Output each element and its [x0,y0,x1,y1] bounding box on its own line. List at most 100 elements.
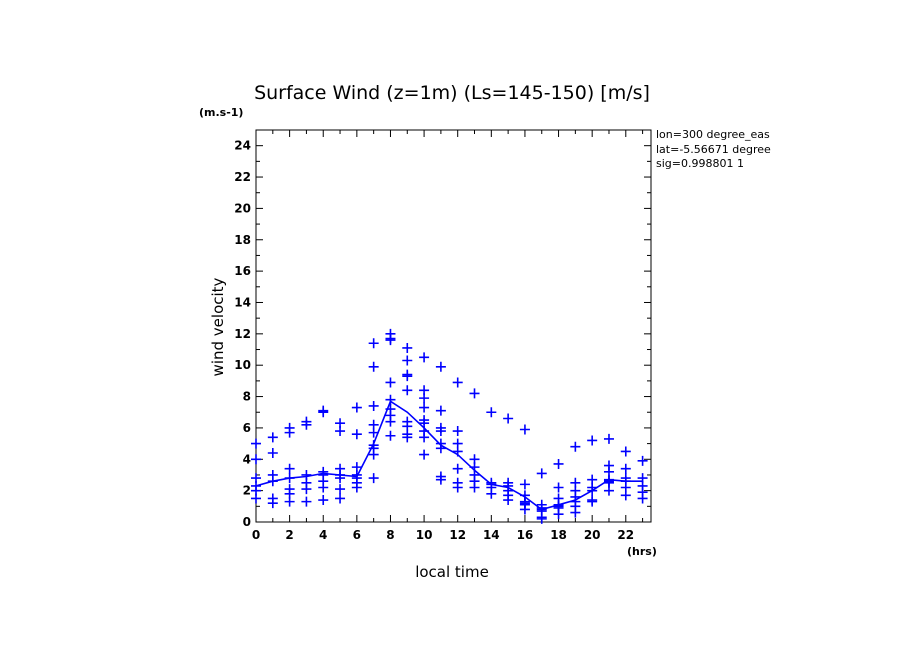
scatter-plus-point [553,482,564,493]
x-tick-label: 22 [617,528,634,542]
scatter-plus-point [486,488,497,499]
y-tick-label: 16 [234,264,251,278]
scatter-plus-point [486,407,497,418]
scatter-plus-point [503,413,514,424]
scatter-plus-point [351,482,362,493]
scatter-plus-point [385,430,396,441]
scatter-plus-point [570,507,581,518]
scatter-plus-point [335,493,346,504]
scatter-plus-point [587,496,598,507]
y-tick-label: 0 [243,515,251,529]
scatter-plus-point [368,338,379,349]
y-unit-label: (m.s-1) [199,106,243,119]
scatter-plus-point [536,513,547,524]
scatter-plus-point [402,385,413,396]
y-axis-label: wind velocity [209,277,227,376]
scatter-plus-point [318,407,329,418]
scatter-plus-point [603,485,614,496]
scatter-plus-point [368,427,379,438]
scatter-plus-point [553,458,564,469]
scatter-plus-point [587,435,598,446]
scatter-plus-point [251,454,261,465]
scatter-plus-point [419,449,430,460]
scatter-plus-point [452,426,463,437]
scatter-plus-point [469,482,480,493]
scatter-plus-point [284,473,295,484]
scatter-plus-point [335,426,346,437]
x-tick-label: 18 [550,528,567,542]
scatter-plus-point [519,479,530,490]
scatter-plus-point [335,473,346,484]
scatter-plus-point [452,482,463,493]
scatter-plus-point [301,484,312,495]
scatter-plus-point [620,446,631,457]
scatter-plus-point [503,495,514,506]
scatter-plus-point [637,455,648,466]
scatter-plus-point [587,485,598,496]
scatter-plus-point [402,342,413,353]
scatter-plus-point [452,377,463,388]
scatter-plus-point [385,335,396,346]
scatter-plus-point [318,495,329,506]
y-tick-label: 14 [234,295,251,309]
scatter-plus-point [368,361,379,372]
scatter-plus-point [452,446,463,457]
scatter-plus-point [620,490,631,501]
axis-ticks [255,129,651,523]
x-tick-label: 20 [584,528,601,542]
scatter-plus-point [570,441,581,452]
scatter-plus-point [435,405,446,416]
info-line-sig: sig=0.998801 1 [656,157,744,170]
scatter-plus-point [620,463,631,474]
x-unit-label: (hrs) [627,545,657,558]
info-line-lon: lon=300 degree_eas [656,128,770,141]
scatter-plus-point [419,432,430,443]
scatter-plus-point [637,493,648,504]
scatter-plus-point [385,377,396,388]
scatter-plus-point [368,449,379,460]
chart-title: Surface Wind (z=1m) (Ls=145-150) [m/s] [254,82,650,104]
y-tick-label: 22 [234,170,251,184]
x-tick-label: 4 [319,528,327,542]
y-tick-label: 2 [243,484,251,498]
plot-frame [255,129,652,523]
scatter-plus-point [402,371,413,382]
scatter-plus-point [419,352,430,363]
x-tick-label: 0 [252,528,260,542]
y-tick-label: 20 [234,201,251,215]
scatter-plus-point [368,473,379,484]
scatter-plus-point [469,388,480,399]
scatter-plus-point [284,463,295,474]
scatter-plus-point [402,432,413,443]
scatter-plus-point [435,474,446,485]
scatter-plus-point [435,443,446,454]
x-tick-label: 2 [285,528,293,542]
scatter-plus-point [251,493,261,504]
x-tick-label: 14 [483,528,500,542]
info-line-lat: lat=-5.56671 degree [656,143,771,156]
scatter-plus-point [351,402,362,413]
scatter-plus-point [519,504,530,515]
scatter-plus-point [419,393,430,404]
mean-wind-line [255,400,643,511]
y-tick-label: 4 [243,452,251,466]
x-tick-label: 10 [416,528,433,542]
x-tick-labels: 0 2 4 6 8 10 12 14 16 18 20 22 [252,528,634,542]
scatter-plus-point [335,484,346,495]
scatter-plus-point [267,432,278,443]
scatter-plus-point [553,509,564,520]
scatter-plus-point [519,424,530,435]
scatter-plus-point [368,400,379,411]
x-axis-label: local time [415,563,489,581]
y-tick-label: 12 [234,327,251,341]
data-marks [251,328,648,524]
x-tick-label: 8 [386,528,394,542]
scatter-plus-point [435,426,446,437]
x-tick-label: 6 [353,528,361,542]
y-tick-label: 24 [234,139,251,153]
scatter-plus-point [536,468,547,479]
y-tick-label: 10 [234,358,251,372]
scatter-plus-point [435,361,446,372]
